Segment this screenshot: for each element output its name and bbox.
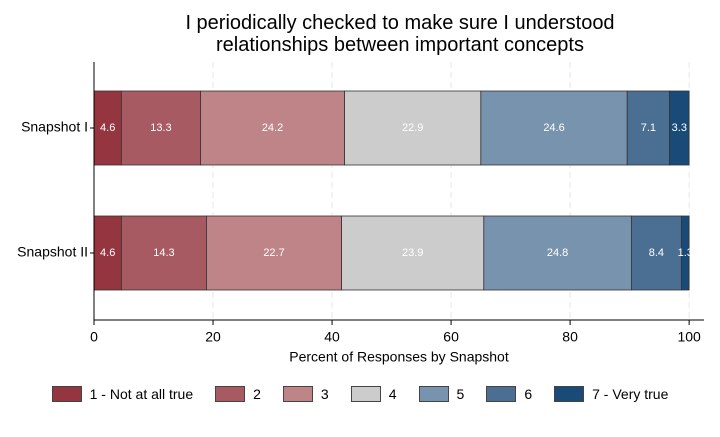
y-tick-label: Snapshot II bbox=[17, 244, 88, 260]
bar-segment bbox=[206, 215, 342, 291]
bar-segment bbox=[669, 90, 690, 166]
x-tick-label: 100 bbox=[677, 329, 701, 345]
data-label: 23.9 bbox=[402, 247, 423, 259]
legend-item: 6 bbox=[486, 386, 532, 402]
legend-item: 4 bbox=[350, 386, 397, 402]
bar-segment bbox=[630, 215, 682, 291]
bar-segment bbox=[483, 215, 632, 291]
legend-swatch bbox=[350, 386, 381, 402]
legend-label: 2 bbox=[253, 386, 261, 402]
bar-segment bbox=[626, 90, 670, 166]
x-tick-label: 80 bbox=[562, 329, 578, 345]
legend-label: 6 bbox=[524, 386, 533, 402]
data-label: 4.6 bbox=[100, 247, 115, 259]
legend-item: 5 bbox=[418, 386, 465, 402]
bar-segment bbox=[680, 215, 690, 291]
legend-swatch bbox=[282, 386, 313, 402]
data-label: 24.2 bbox=[262, 122, 283, 134]
legend-item: 2 bbox=[215, 386, 261, 402]
legend-item: 3 bbox=[282, 386, 329, 402]
data-label: 13.3 bbox=[150, 122, 171, 134]
data-label: 4.6 bbox=[100, 122, 115, 134]
y-tick-label: Snapshot I bbox=[21, 119, 88, 135]
bar-segment bbox=[200, 90, 345, 166]
bar-segment bbox=[93, 215, 122, 291]
x-tick-label: 60 bbox=[443, 329, 459, 345]
chart-title: I periodically checked to make sure I un… bbox=[185, 12, 615, 56]
data-label: 8.4 bbox=[649, 247, 664, 259]
legend-label: 1 - Not at all true bbox=[89, 386, 194, 402]
legend-swatch bbox=[554, 386, 585, 402]
legend-swatch bbox=[51, 386, 82, 402]
legend-swatch bbox=[215, 386, 246, 402]
legend-label: 5 bbox=[456, 386, 465, 402]
bar-segment bbox=[344, 90, 482, 166]
legend-item: 1 - Not at all true bbox=[51, 386, 194, 402]
bar-segment bbox=[480, 90, 628, 166]
data-label: 24.6 bbox=[543, 122, 564, 134]
legend-label: 7 - Very true bbox=[592, 386, 669, 402]
x-axis-label: Percent of Responses by Snapshot bbox=[289, 349, 509, 365]
data-label: 22.7 bbox=[263, 247, 284, 259]
data-label: 22.9 bbox=[402, 122, 423, 134]
bar-segment bbox=[120, 215, 207, 291]
x-tick-label: 0 bbox=[90, 329, 98, 345]
x-tick-label: 40 bbox=[324, 329, 340, 345]
bar-segment bbox=[341, 215, 485, 291]
x-tick-label: 20 bbox=[205, 329, 221, 345]
legend-swatch bbox=[418, 386, 449, 402]
legend-label: 3 bbox=[320, 386, 329, 402]
data-label: 24.8 bbox=[547, 247, 568, 259]
legend-swatch bbox=[486, 386, 517, 402]
legend-label: 4 bbox=[388, 386, 397, 402]
data-label: 7.1 bbox=[641, 122, 656, 134]
legend-item: 7 - Very true bbox=[554, 386, 668, 402]
data-label: 14.3 bbox=[153, 247, 174, 259]
data-label: 1.3 bbox=[678, 247, 693, 259]
data-label: 3.3 bbox=[672, 122, 687, 134]
legend: 1 - Not at all true 2 3 4 5 6 7 - Very true bbox=[0, 386, 720, 402]
